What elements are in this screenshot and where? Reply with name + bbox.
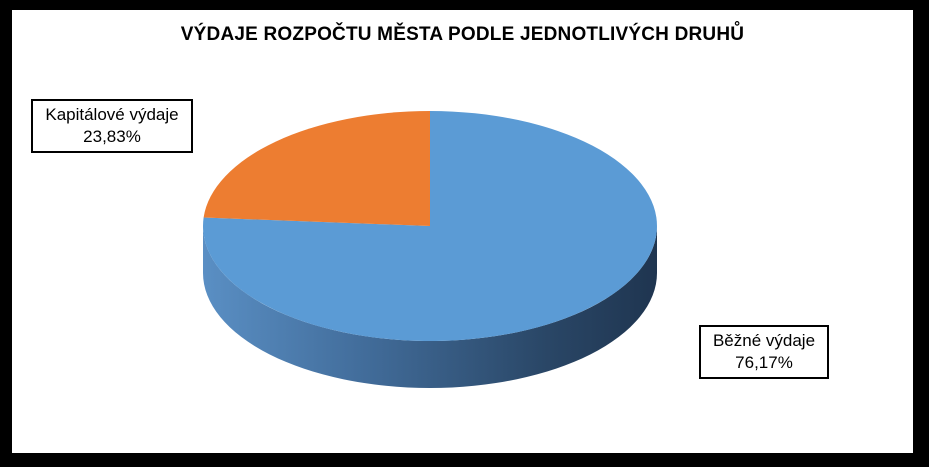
data-label-current-name: Běžné výdaje	[712, 331, 816, 350]
chart-area: VÝDAJE ROZPOČTU MĚSTA PODLE JEDNOTLIVÝCH…	[12, 10, 913, 453]
pie-slice-capital-expenses	[203, 111, 430, 226]
data-label-capital: Kapitálové výdaje 23,83%	[31, 99, 193, 153]
pie-chart	[202, 111, 658, 388]
data-label-capital-value: 23,83%	[83, 127, 141, 146]
data-label-current: Běžné výdaje 76,17%	[699, 325, 829, 379]
data-label-capital-name: Kapitálové výdaje	[45, 105, 179, 124]
chart-title: VÝDAJE ROZPOČTU MĚSTA PODLE JEDNOTLIVÝCH…	[180, 24, 745, 45]
data-label-current-value: 76,17%	[735, 353, 793, 372]
pie-side-wall	[203, 226, 657, 388]
